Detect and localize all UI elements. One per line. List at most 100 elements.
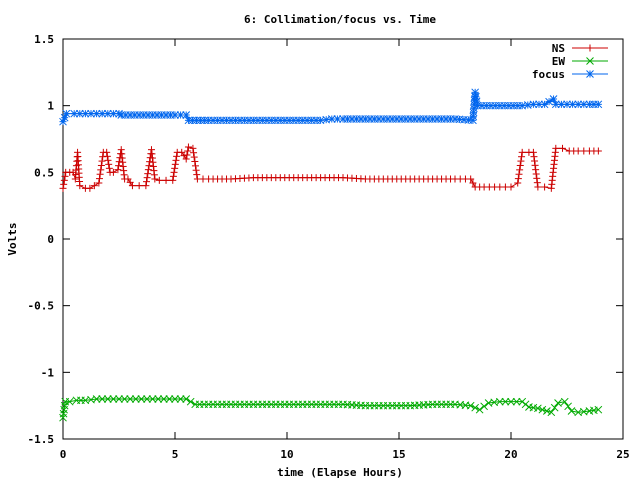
data-point — [159, 395, 168, 403]
series-marker — [143, 174, 151, 182]
data-point — [529, 148, 537, 156]
series-marker — [446, 400, 455, 409]
series-marker — [98, 157, 106, 165]
series-marker — [557, 100, 566, 109]
x-tick-label: 5 — [172, 448, 179, 461]
series-marker — [335, 174, 343, 182]
data-point — [475, 405, 484, 414]
legend-label: NS — [552, 42, 565, 55]
series-marker — [334, 400, 343, 409]
series-marker — [183, 151, 191, 159]
data-point — [184, 143, 192, 151]
series-marker — [515, 170, 523, 178]
series-marker — [289, 400, 298, 409]
data-point — [90, 182, 98, 190]
series-marker — [103, 152, 111, 160]
series-marker — [180, 152, 188, 160]
series-marker — [490, 398, 499, 407]
series-marker — [379, 115, 388, 123]
series-marker — [550, 403, 559, 412]
series-marker — [322, 115, 331, 124]
series-marker — [120, 171, 128, 179]
series-marker — [87, 395, 95, 404]
series-marker — [146, 158, 154, 166]
series-marker — [120, 395, 129, 403]
series-marker — [171, 160, 179, 168]
data-point — [541, 183, 549, 191]
series-marker — [531, 161, 539, 169]
series-marker — [518, 153, 526, 161]
series-marker — [461, 401, 470, 410]
series-marker — [424, 400, 432, 409]
series-marker — [193, 171, 201, 179]
series-marker — [223, 175, 231, 183]
series-marker — [513, 101, 522, 110]
series-marker — [184, 147, 192, 155]
series-marker — [96, 170, 104, 178]
series-marker — [469, 179, 477, 187]
y-tick-label: -1.5 — [28, 433, 55, 446]
x-tick-label: 15 — [392, 448, 405, 461]
series-marker — [491, 101, 500, 110]
data-point — [142, 182, 150, 190]
data-point — [182, 395, 191, 403]
legend-entry-ew: EW — [552, 55, 608, 68]
series-marker — [568, 100, 577, 109]
series-marker — [312, 174, 320, 182]
series-marker — [143, 178, 151, 186]
series-marker — [97, 161, 105, 169]
data-point — [507, 397, 515, 406]
data-point — [59, 184, 67, 192]
series-marker — [245, 116, 253, 125]
series-marker — [532, 166, 540, 174]
series-marker — [521, 400, 530, 409]
data-point — [554, 399, 562, 407]
series-marker — [312, 400, 320, 409]
series-line-ew — [62, 398, 599, 418]
series-marker — [75, 109, 84, 118]
data-point — [70, 109, 79, 118]
series-marker — [115, 162, 123, 170]
series-marker — [476, 183, 484, 191]
data-point — [162, 176, 170, 184]
series-marker — [512, 397, 521, 406]
series-marker — [200, 116, 209, 125]
series-marker — [109, 109, 118, 118]
series-marker — [533, 179, 541, 187]
x-axis-label: time (Elapse Hours) — [277, 466, 403, 479]
data-point — [547, 408, 556, 417]
series-marker — [267, 116, 276, 125]
series-marker — [402, 175, 410, 183]
series-marker — [143, 395, 151, 403]
data-point — [109, 168, 117, 176]
series-marker — [379, 175, 387, 183]
series-marker — [190, 153, 198, 161]
series-marker — [170, 168, 178, 176]
series-marker — [447, 175, 455, 183]
series-marker — [516, 166, 524, 174]
series-marker — [98, 395, 107, 403]
series-marker — [471, 403, 480, 412]
series-marker — [200, 400, 208, 409]
series-marker — [245, 400, 253, 409]
series-marker — [76, 178, 84, 185]
data-point — [560, 397, 569, 406]
series-marker — [176, 111, 185, 119]
series-marker — [535, 100, 543, 109]
x-tick-label: 20 — [504, 448, 517, 461]
legend-entry-ns: NS — [552, 42, 608, 55]
data-point — [65, 397, 74, 406]
series-marker — [501, 183, 509, 191]
series-marker — [87, 109, 95, 118]
data-point — [534, 183, 542, 191]
data-point — [137, 395, 146, 403]
series-marker — [530, 153, 538, 161]
series-marker — [104, 156, 112, 164]
data-point — [86, 184, 94, 192]
data-point — [559, 144, 567, 152]
series-marker — [564, 402, 572, 411]
data-point — [551, 100, 560, 109]
series-marker — [115, 158, 123, 166]
series-marker — [538, 405, 547, 414]
data-point — [518, 148, 526, 156]
